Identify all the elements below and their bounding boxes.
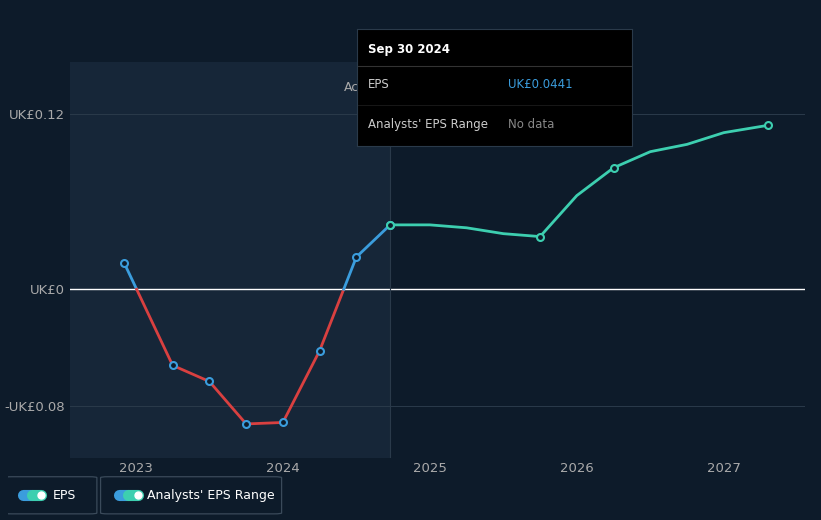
Text: EPS: EPS [368,78,390,92]
Bar [70,62,390,458]
Text: UK£0.0441: UK£0.0441 [508,78,573,92]
Text: Sep 30 2024: Sep 30 2024 [368,43,450,56]
Text: Actual: Actual [343,81,383,94]
Text: Analysts' EPS Range: Analysts' EPS Range [368,118,488,131]
Text: No data: No data [508,118,555,131]
Text: Analysts Forecasts: Analysts Forecasts [397,81,514,94]
Text: EPS: EPS [53,489,76,502]
Text: Analysts' EPS Range: Analysts' EPS Range [147,489,274,502]
